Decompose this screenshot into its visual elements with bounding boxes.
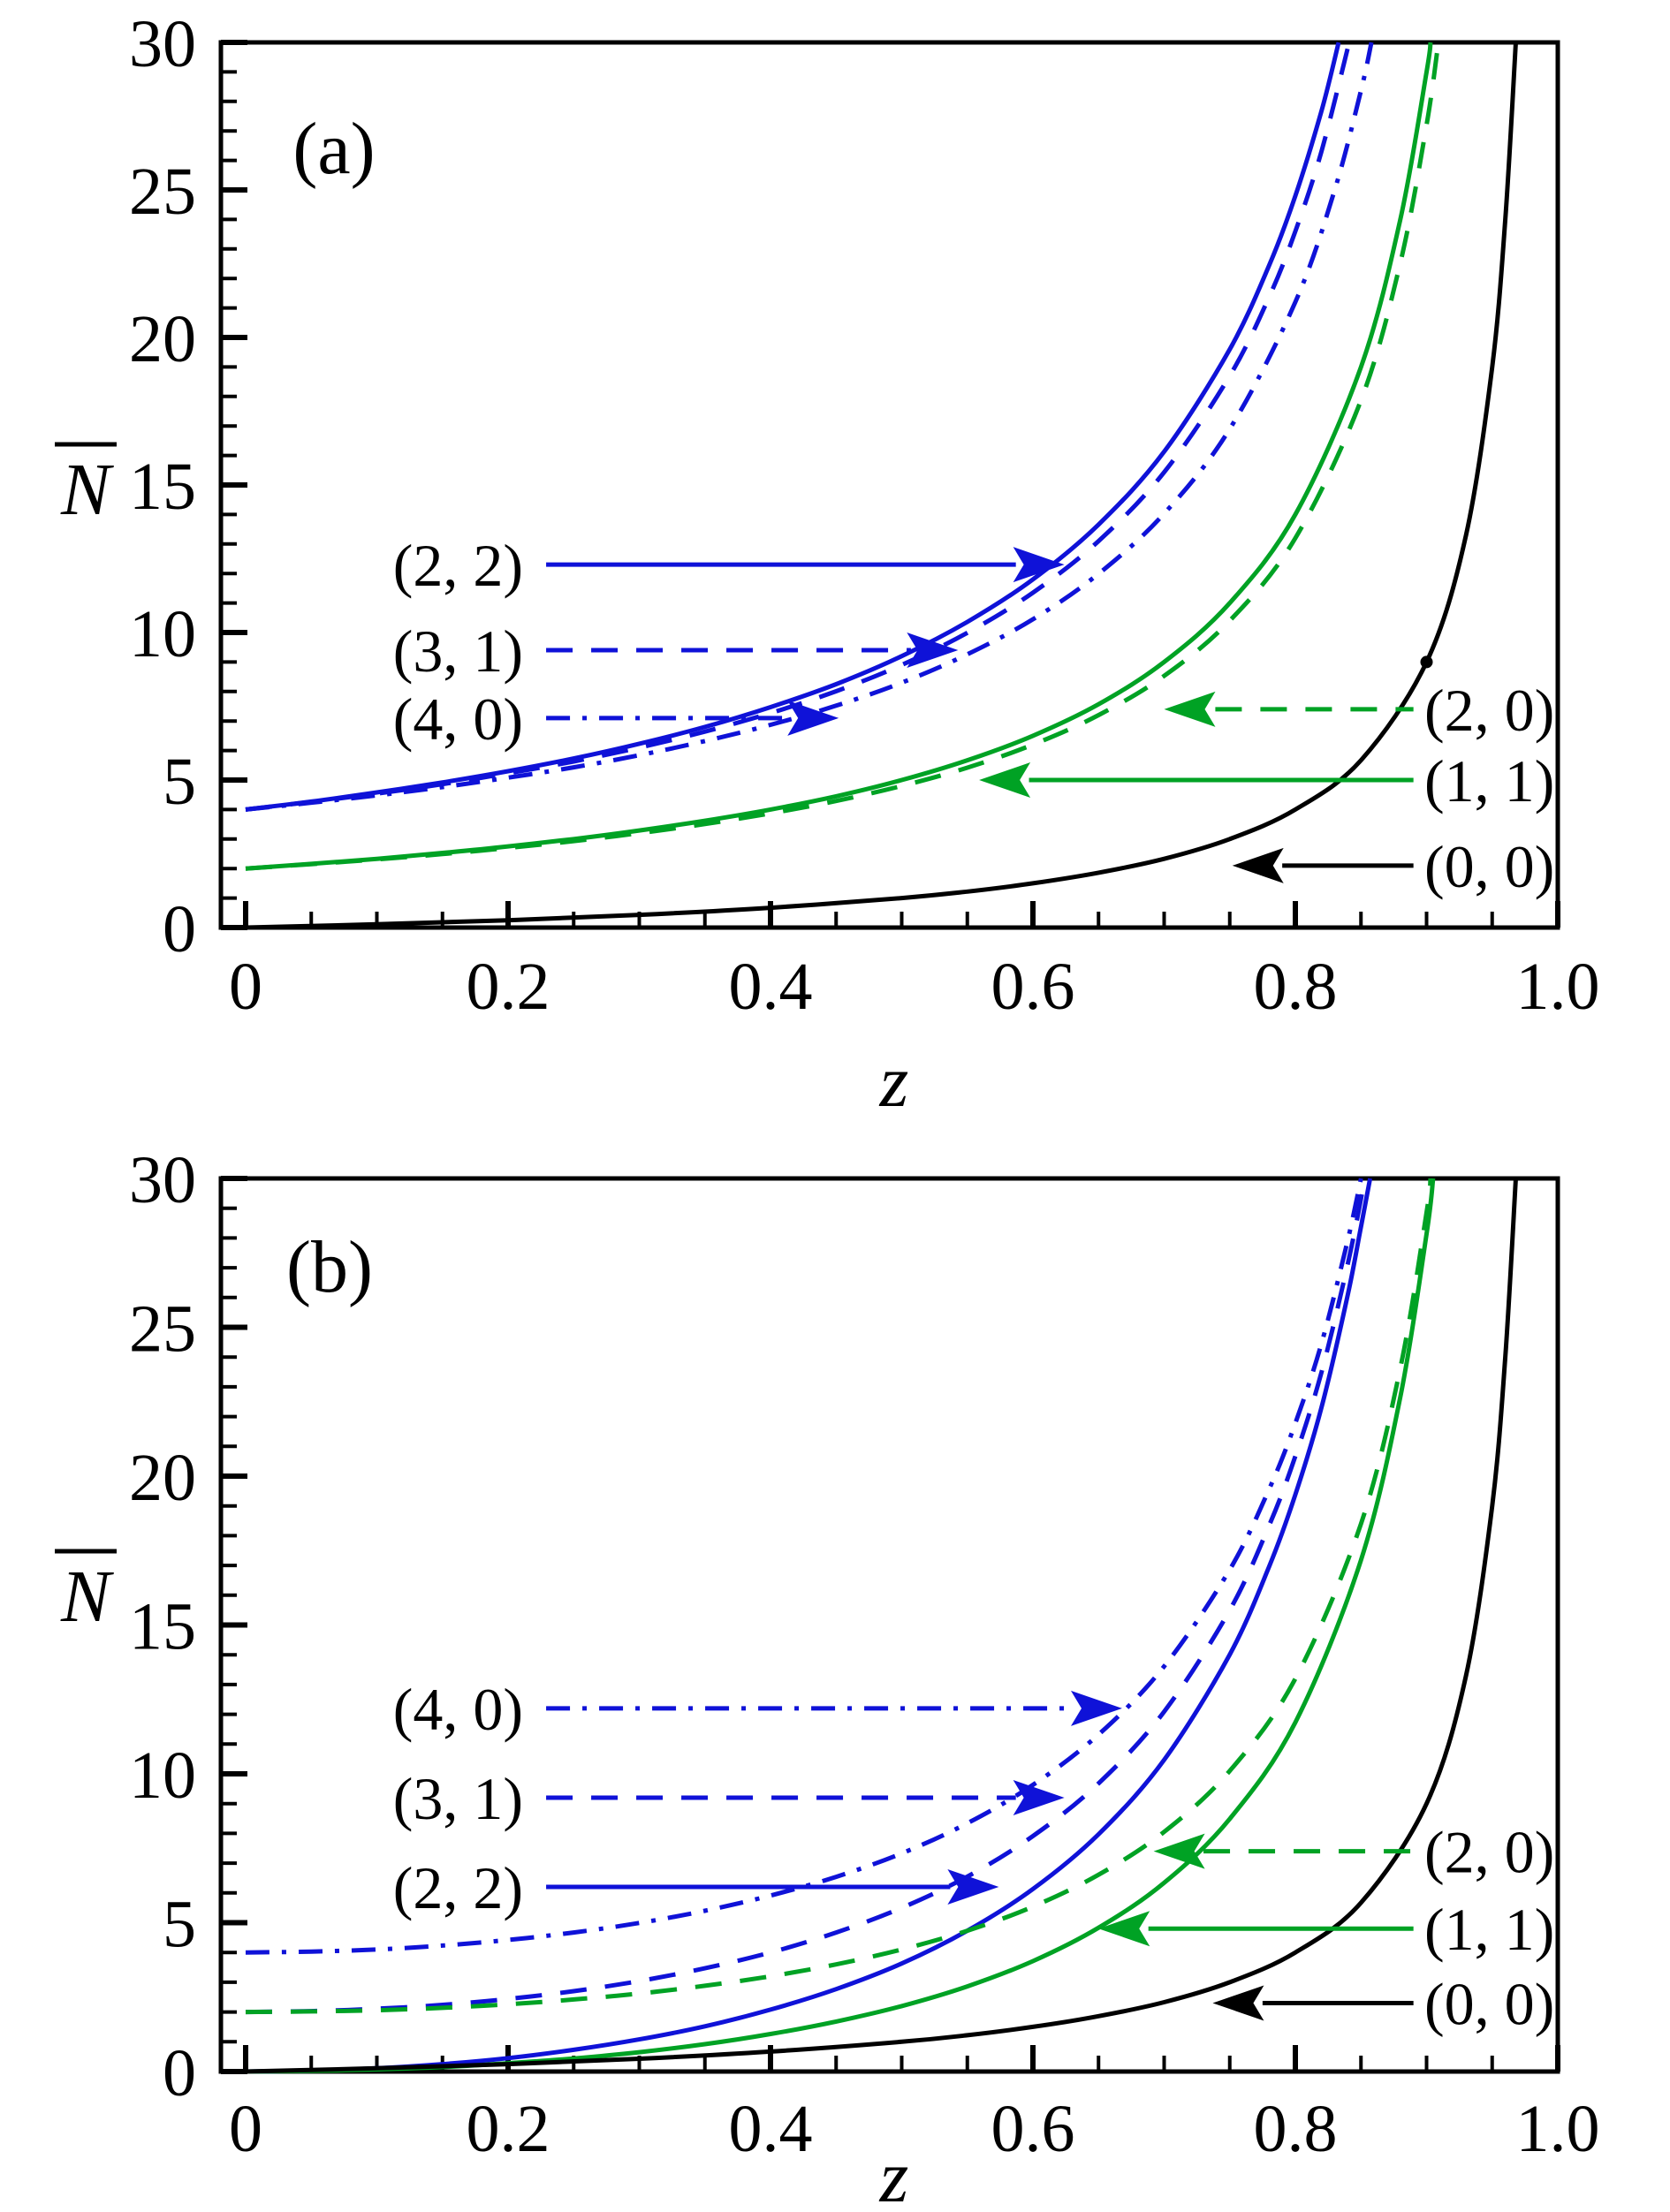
panel-a-panel-letter: (a) — [292, 108, 375, 190]
panel-a-legend-arrowhead-left — [979, 762, 1031, 798]
panel-b-y-axis-title: N — [60, 1556, 114, 1638]
panel-a-y-tick-label: 15 — [129, 450, 196, 524]
panel-b-curve-20 — [245, 1178, 1433, 2015]
panel-b-legend-label-right: (1, 1) — [1424, 1896, 1554, 1963]
panel-b-x-tick-label: 0.4 — [729, 2092, 813, 2166]
panel-a-x-tick-label: 0.6 — [991, 950, 1075, 1024]
panel-b-curve-00 — [245, 1178, 1518, 2074]
panel-a-x-tick-label: 0 — [229, 950, 262, 1024]
panel-a-curve-40 — [245, 42, 1374, 812]
panel-b-curve-31 — [245, 1178, 1368, 2015]
panel-b-y-tick-label: 0 — [163, 2036, 196, 2110]
panel-b-y-tick-label: 20 — [129, 1441, 196, 1515]
panel-a-legend-arrowhead-right — [787, 700, 839, 736]
panel-a-x-tick-label: 0.8 — [1254, 950, 1338, 1024]
panel-b-y-tick-label: 5 — [163, 1888, 196, 1962]
panel-a-legend-arrowhead-left — [1164, 691, 1216, 727]
panel-a-legend-label-left: (2, 2) — [393, 532, 523, 599]
panel-a-legend-arrowhead-right — [907, 633, 959, 669]
panel-b-curve-40 — [245, 1178, 1363, 1955]
panel-a-legend-label-left: (4, 0) — [393, 686, 523, 753]
panel-a-x-tick-label: 1.0 — [1516, 950, 1600, 1024]
panel-b-y-tick-label: 10 — [129, 1739, 196, 1813]
panel-a-y-tick-label: 5 — [163, 745, 196, 819]
panel-a-x-tick-label: 0.2 — [467, 950, 550, 1024]
panel-b-x-tick-label: 0.2 — [467, 2092, 550, 2166]
panel-a-y-tick-label: 30 — [129, 7, 196, 81]
panel-a-x-tick-label: 0.4 — [729, 950, 813, 1024]
panel-b-plot-border — [218, 1176, 1560, 2074]
panel-a-curve-22 — [245, 42, 1341, 812]
panel-a-legend-label-right: (1, 1) — [1424, 747, 1554, 814]
panel-b-x-axis-title: z — [879, 2136, 909, 2212]
panel-a-legend-label-left: (3, 1) — [393, 617, 523, 685]
panel-a-legend-label-right: (0, 0) — [1424, 833, 1554, 900]
panel-b-legend-arrowhead-right — [1070, 1690, 1122, 1726]
panel-b-legend-arrowhead-left — [1098, 1911, 1150, 1947]
panel-a-legend-arrowhead-left — [1232, 847, 1284, 883]
panel-b-y-tick-label: 25 — [129, 1292, 196, 1367]
panel-a-marker-dot — [1420, 655, 1433, 669]
panel-a-y-tick-label: 25 — [129, 155, 196, 229]
panel-b-legend-arrowhead-left — [1212, 1985, 1264, 2021]
panel-b-legend-arrowhead-left — [1153, 1833, 1205, 1869]
panel-b-legend-label-right: (0, 0) — [1424, 1970, 1554, 2037]
panel-b-y-tick-label: 30 — [129, 1143, 196, 1217]
panel-a-x-axis-title: z — [879, 1041, 909, 1123]
panel-b-x-tick-label: 0 — [229, 2092, 262, 2166]
panel-a-y-tick-label: 0 — [163, 892, 196, 966]
panel-a-legend-label-right: (2, 0) — [1424, 677, 1554, 744]
panel-b-x-tick-label: 0.6 — [991, 2092, 1075, 2166]
panel-b-y-tick-label: 15 — [129, 1590, 196, 1664]
panel-a-curve-00 — [245, 42, 1518, 930]
panel-b-x-tick-label: 1.0 — [1516, 2092, 1600, 2166]
panel-a-y-tick-label: 10 — [129, 597, 196, 671]
panel-b-legend-label-left: (3, 1) — [393, 1765, 523, 1832]
panel-a-legend-arrowhead-right — [1013, 547, 1065, 583]
panel-b-legend-label-left: (4, 0) — [393, 1676, 523, 1743]
panel-b-legend-label-right: (2, 0) — [1424, 1819, 1554, 1886]
panel-b-curve-11 — [245, 1178, 1436, 2074]
panel-a-y-tick-label: 20 — [129, 302, 196, 376]
panel-b-curve-22 — [245, 1178, 1373, 2074]
panel-b-x-tick-label: 0.8 — [1254, 2092, 1338, 2166]
panel-b-legend-arrowhead-right — [1013, 1779, 1065, 1815]
panel-b-legend-arrowhead-right — [947, 1869, 999, 1905]
panel-a-y-axis-title: N — [60, 449, 114, 531]
panel-b-legend-label-left: (2, 2) — [393, 1854, 523, 1921]
panel-a-curve-20 — [245, 42, 1441, 871]
panel-a-plot-border — [218, 40, 1560, 930]
panel-b-panel-letter: (b) — [286, 1226, 373, 1308]
